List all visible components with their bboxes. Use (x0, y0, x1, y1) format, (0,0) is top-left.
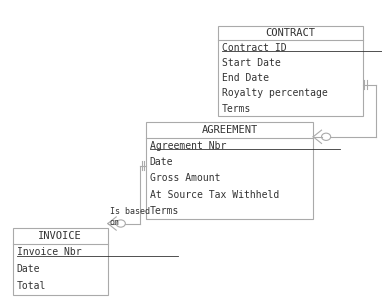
Text: Contract ID: Contract ID (222, 43, 286, 53)
Text: Gross Amount: Gross Amount (150, 174, 220, 183)
Text: Start Date: Start Date (222, 58, 281, 68)
FancyBboxPatch shape (13, 228, 108, 295)
Text: CONTRACT: CONTRACT (265, 28, 315, 38)
Text: Royalty percentage: Royalty percentage (222, 88, 328, 99)
FancyBboxPatch shape (146, 122, 313, 219)
Text: Terms: Terms (150, 206, 179, 216)
Text: AGREEMENT: AGREEMENT (201, 125, 258, 135)
FancyBboxPatch shape (218, 26, 363, 116)
Text: At Source Tax Withheld: At Source Tax Withheld (150, 190, 279, 200)
Text: Terms: Terms (222, 104, 251, 114)
Text: End Date: End Date (222, 73, 269, 83)
Text: Is based
on: Is based on (110, 207, 150, 227)
Text: Total: Total (16, 281, 46, 291)
Text: INVOICE: INVOICE (38, 231, 82, 241)
Text: Invoice Nbr: Invoice Nbr (16, 247, 81, 257)
Text: Date: Date (150, 157, 173, 167)
Text: Agreement Nbr: Agreement Nbr (150, 141, 226, 151)
Text: Date: Date (16, 264, 40, 274)
